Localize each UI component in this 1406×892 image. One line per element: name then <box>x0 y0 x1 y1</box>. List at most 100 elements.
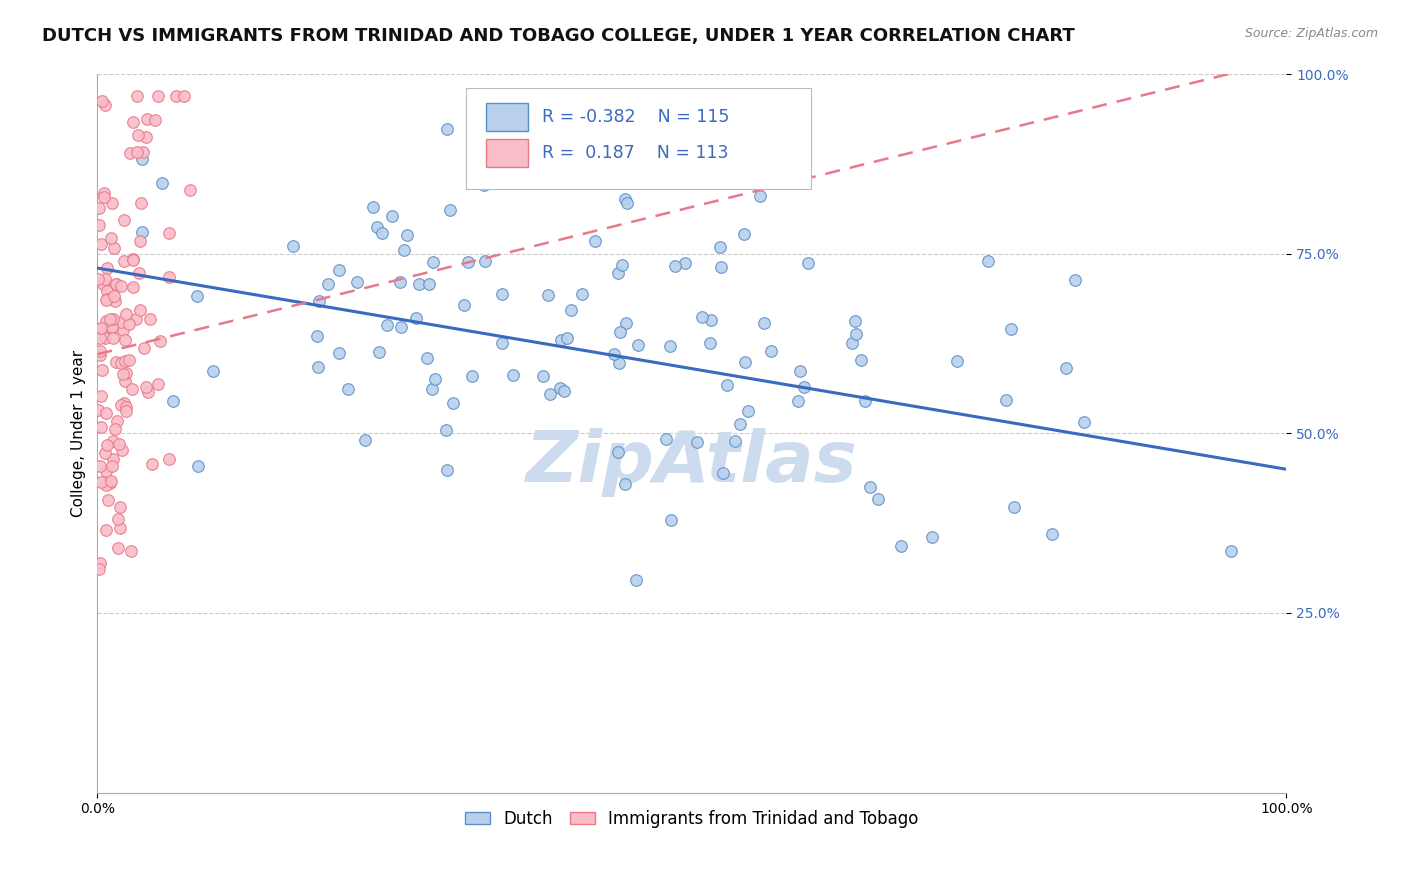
Point <box>443 395 465 409</box>
Point <box>186 288 208 302</box>
Point <box>157 269 180 284</box>
Point <box>346 275 368 289</box>
Point <box>87 272 110 286</box>
Point <box>157 226 180 240</box>
Point <box>101 459 124 474</box>
Point <box>100 231 122 245</box>
Point <box>150 176 173 190</box>
Point <box>786 394 808 409</box>
Point <box>1073 415 1095 429</box>
Point <box>709 240 731 254</box>
Point <box>94 313 117 327</box>
Point <box>101 452 124 467</box>
Point <box>98 312 121 326</box>
Point <box>389 275 412 289</box>
Point <box>610 258 633 272</box>
Point <box>129 195 152 210</box>
Text: Source: ZipAtlas.com: Source: ZipAtlas.com <box>1244 27 1378 40</box>
Point <box>129 302 152 317</box>
Point <box>110 279 132 293</box>
Point <box>724 434 747 449</box>
Point <box>797 255 820 269</box>
Point <box>114 354 136 368</box>
Point <box>538 387 561 401</box>
Point <box>96 406 118 420</box>
Point <box>125 312 148 326</box>
Point <box>138 312 160 326</box>
Point <box>748 188 770 202</box>
Point <box>179 183 201 197</box>
Point <box>946 354 969 368</box>
Point <box>121 252 143 267</box>
Point <box>103 288 125 302</box>
Point <box>135 130 157 145</box>
Point <box>453 298 475 312</box>
Point <box>418 277 440 291</box>
Point <box>89 348 111 362</box>
Point <box>616 316 638 330</box>
Point <box>89 322 111 336</box>
Point <box>752 316 775 330</box>
Point <box>307 328 329 343</box>
Point <box>841 336 863 351</box>
Point <box>122 279 145 293</box>
Point <box>845 327 868 342</box>
Point <box>405 311 427 326</box>
Point <box>90 321 112 335</box>
Point <box>624 574 647 588</box>
Point <box>148 377 170 392</box>
Point <box>165 88 187 103</box>
Point <box>658 338 681 352</box>
Point <box>87 403 110 417</box>
Point <box>115 307 138 321</box>
Point <box>531 368 554 383</box>
Point <box>367 345 389 359</box>
Point <box>107 512 129 526</box>
Point <box>607 356 630 370</box>
Point <box>104 293 127 308</box>
Point <box>890 539 912 553</box>
Point <box>94 464 117 478</box>
Point <box>89 331 111 345</box>
Point <box>408 277 430 291</box>
Point <box>100 474 122 488</box>
Point <box>101 330 124 344</box>
Text: DUTCH VS IMMIGRANTS FROM TRINIDAD AND TOBAGO COLLEGE, UNDER 1 YEAR CORRELATION C: DUTCH VS IMMIGRANTS FROM TRINIDAD AND TO… <box>42 27 1076 45</box>
Point <box>132 341 155 355</box>
Point <box>626 338 648 352</box>
Point <box>110 398 132 412</box>
Point <box>118 146 141 161</box>
Point <box>97 492 120 507</box>
Point <box>606 266 628 280</box>
Point <box>90 475 112 490</box>
Point <box>659 513 682 527</box>
Point <box>87 561 110 575</box>
Point <box>112 254 135 268</box>
Point <box>100 196 122 211</box>
Point <box>136 384 159 399</box>
Point <box>555 331 578 345</box>
Point <box>853 393 876 408</box>
Point <box>112 323 135 337</box>
Point <box>187 458 209 473</box>
Point <box>316 277 339 291</box>
Point <box>131 225 153 239</box>
Point <box>396 227 419 242</box>
Point <box>115 403 138 417</box>
Point <box>1002 500 1025 514</box>
Point <box>560 302 582 317</box>
Point <box>436 423 458 437</box>
Point <box>457 255 479 269</box>
Point <box>436 463 458 477</box>
Point <box>89 459 111 474</box>
Point <box>114 334 136 348</box>
Point <box>307 359 329 374</box>
Point <box>101 319 124 334</box>
Point <box>673 255 696 269</box>
Point <box>548 381 571 395</box>
Point <box>108 521 131 535</box>
Point <box>851 353 873 368</box>
Point <box>101 434 124 448</box>
Point <box>371 226 394 240</box>
Point <box>107 541 129 555</box>
